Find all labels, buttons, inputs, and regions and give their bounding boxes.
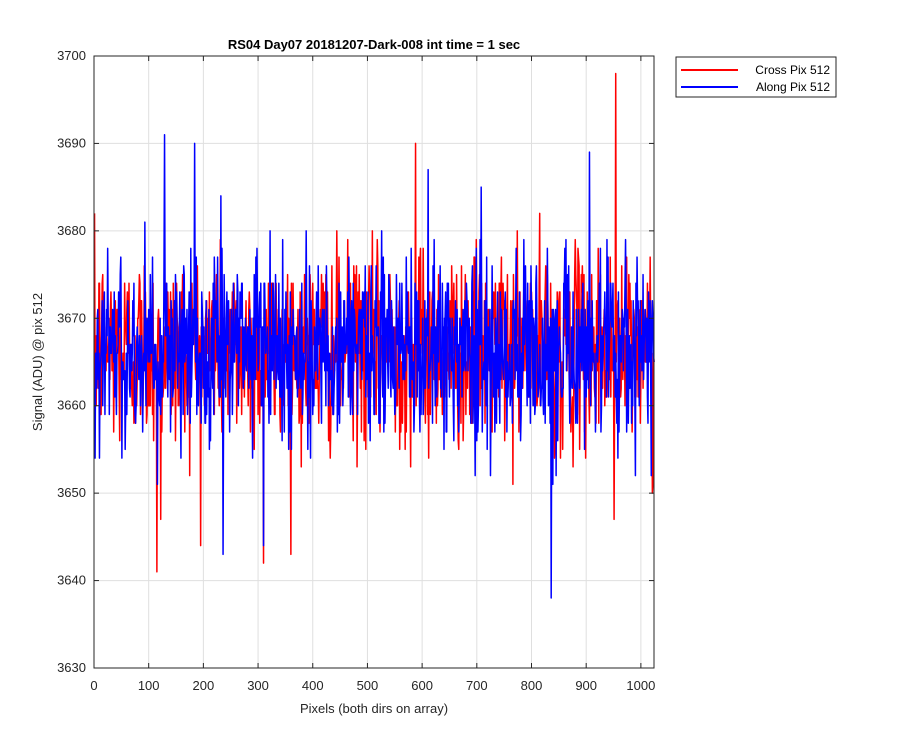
series-line-along-pix xyxy=(93,133,655,599)
x-tick-label: 200 xyxy=(193,678,215,693)
plot-frame xyxy=(93,55,655,669)
y-tick-label: 3630 xyxy=(57,660,86,675)
x-tick-label: 800 xyxy=(521,678,543,693)
y-tick-label: 3640 xyxy=(57,573,86,588)
x-tick-label: 600 xyxy=(411,678,433,693)
chart-title: RS04 Day07 20181207-Dark-008 int time = … xyxy=(228,37,520,52)
y-axis-label: Signal (ADU) @ pix 512 xyxy=(30,293,45,431)
y-tick-label: 3670 xyxy=(57,310,86,325)
legend-box xyxy=(675,56,837,98)
y-tick-label: 3680 xyxy=(57,223,86,238)
x-tick-label: 100 xyxy=(138,678,160,693)
series-layer xyxy=(93,72,655,599)
x-tick-label: 400 xyxy=(302,678,324,693)
y-tick-label: 3650 xyxy=(57,485,86,500)
x-axis-label: Pixels (both dirs on array) xyxy=(300,701,448,716)
legend-label-along: Along Pix 512 xyxy=(756,80,830,94)
x-tick-label: 0 xyxy=(90,678,97,693)
x-tick-label: 700 xyxy=(466,678,488,693)
legend-label-cross: Cross Pix 512 xyxy=(755,63,830,77)
x-tick-label: 500 xyxy=(357,678,379,693)
x-tick-label: 900 xyxy=(575,678,597,693)
legend: Cross Pix 512 Along Pix 512 xyxy=(675,56,837,98)
x-tick-label: 300 xyxy=(247,678,269,693)
ticks: 0 100 200 300 400 500 600 700 800 900 1000 3630 3640… xyxy=(57,48,655,693)
y-tick-label: 3700 xyxy=(57,48,86,63)
y-tick-label: 3690 xyxy=(57,135,86,150)
y-tick-label: 3660 xyxy=(57,398,86,413)
x-tick-label: 1000 xyxy=(626,678,655,693)
